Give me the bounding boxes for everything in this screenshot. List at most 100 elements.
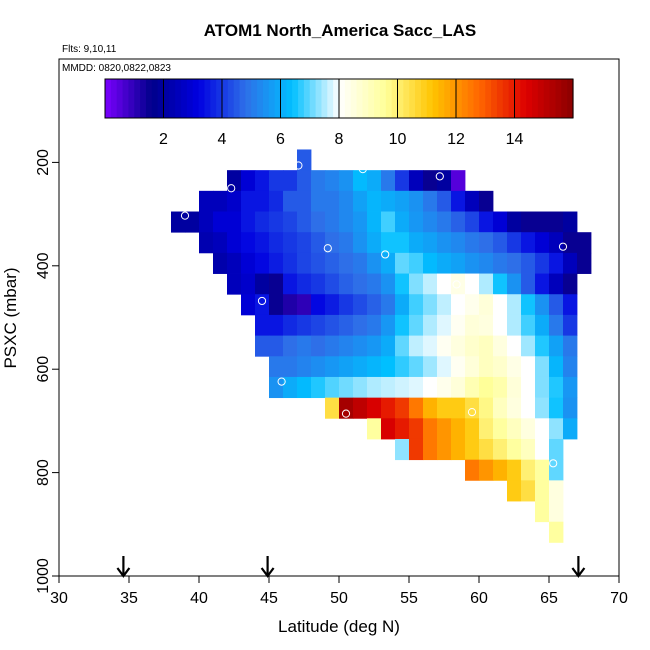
heatmap-cell xyxy=(367,335,382,357)
chart-title: ATOM1 North_America Sacc_LAS xyxy=(204,21,476,40)
heatmap-cell xyxy=(451,211,466,233)
heatmap-cell xyxy=(381,170,396,192)
heatmap-cell xyxy=(381,418,396,440)
heatmap-cell xyxy=(493,314,508,336)
heatmap-cell xyxy=(493,418,508,440)
heatmap-cell xyxy=(255,190,270,212)
heatmap-cell xyxy=(535,232,550,254)
heatmap-cell xyxy=(437,190,452,212)
heatmap-cell xyxy=(563,211,578,233)
heatmap-cell xyxy=(395,232,410,254)
y-tick-label: 1000 xyxy=(35,558,52,594)
colorbar-segment xyxy=(298,79,305,118)
heatmap-cell xyxy=(465,190,480,212)
colorbar-segment xyxy=(456,79,463,118)
colorbar-segment xyxy=(561,79,568,118)
x-tick-label: 70 xyxy=(610,590,628,607)
heatmap-cell xyxy=(521,397,536,419)
colorbar-segment xyxy=(309,79,317,118)
heatmap-cell xyxy=(437,335,452,357)
heatmap-cell xyxy=(451,252,466,274)
heatmap-cell xyxy=(269,335,284,357)
heatmap-cell xyxy=(437,273,452,295)
dates-label: MMDD: 0820,0822,0823 xyxy=(62,63,171,74)
heatmap-cell xyxy=(479,356,494,378)
heatmap-cell xyxy=(479,335,494,357)
colorbar-segment xyxy=(116,79,124,118)
heatmap-cell xyxy=(563,314,578,336)
heatmap-cell xyxy=(297,335,312,357)
x-tick-label: 35 xyxy=(120,590,138,607)
heatmap-cell xyxy=(493,273,508,295)
x-tick-label: 40 xyxy=(190,590,208,607)
colorbar-segment xyxy=(467,79,475,118)
heatmap-cell xyxy=(283,273,298,295)
colorbar-segment xyxy=(485,79,492,118)
heatmap-cell xyxy=(339,170,354,192)
heatmap-cell xyxy=(549,294,564,316)
heatmap-cell xyxy=(339,397,354,419)
colorbar-segment xyxy=(496,79,504,118)
heatmap-cell xyxy=(521,335,536,357)
colorbar-segment xyxy=(526,79,533,118)
heatmap-cell xyxy=(451,232,466,254)
heatmap-cell xyxy=(577,232,592,254)
heatmap-cell xyxy=(493,232,508,254)
y-tick-label: 200 xyxy=(35,149,52,176)
sample-point xyxy=(381,250,390,259)
heatmap-cell xyxy=(283,335,298,357)
heatmap-cell xyxy=(269,170,284,192)
heatmap-cell xyxy=(227,252,242,274)
heatmap-cell xyxy=(549,252,564,274)
heatmap-cell xyxy=(255,314,270,336)
heatmap-cell xyxy=(297,273,312,295)
colorbar-segment xyxy=(175,79,182,118)
heatmap-cell xyxy=(493,459,508,481)
colorbar-segment xyxy=(543,79,551,118)
heatmap-cell xyxy=(451,418,466,440)
heatmap-cell xyxy=(437,294,452,316)
heatmap-cell xyxy=(409,170,424,192)
colorbar-segment xyxy=(216,79,223,118)
heatmap-cell xyxy=(255,211,270,233)
colorbar-segment xyxy=(374,79,381,118)
heatmap-cell xyxy=(325,314,340,336)
heatmap-cell xyxy=(423,335,438,357)
colorbar-segment xyxy=(339,79,346,118)
heatmap-cell xyxy=(339,335,354,357)
heatmap-cell xyxy=(241,232,256,254)
heatmap-cell xyxy=(353,252,368,274)
heatmap-cell xyxy=(353,356,368,378)
heatmap-cell xyxy=(283,376,298,399)
colorbar-segment xyxy=(222,79,229,118)
heatmap-cell xyxy=(269,314,284,336)
heatmap-cell xyxy=(535,459,550,481)
heatmap-cell xyxy=(437,211,452,233)
heatmap-cell xyxy=(395,335,410,357)
heatmap-cell xyxy=(297,170,312,192)
colorbar-segment xyxy=(508,79,516,118)
heatmap-cell xyxy=(339,211,354,233)
colorbar-segment xyxy=(128,79,135,118)
sample-point xyxy=(452,280,461,289)
flight-arrow xyxy=(260,556,275,578)
heatmap-cell xyxy=(465,418,480,440)
heatmap-cell xyxy=(325,170,340,192)
heatmap-cell xyxy=(493,294,508,316)
colorbar-segment xyxy=(245,79,252,118)
heatmap-cell xyxy=(507,356,522,378)
heatmap-cell xyxy=(479,190,494,212)
y-tick-label: 800 xyxy=(35,459,52,486)
heatmap-cell xyxy=(507,252,522,274)
heatmap-cell xyxy=(507,480,522,502)
heatmap-cell xyxy=(549,273,564,295)
colorbar-segment xyxy=(105,79,112,118)
heatmap-cell xyxy=(367,211,382,233)
heatmap-cell xyxy=(325,252,340,274)
heatmap-cell xyxy=(535,314,550,336)
heatmap-cell xyxy=(493,397,508,419)
heatmap-cell xyxy=(339,252,354,274)
heatmap-cell xyxy=(535,501,550,523)
heatmap-cell xyxy=(437,376,452,399)
heatmap-cell xyxy=(409,211,424,233)
